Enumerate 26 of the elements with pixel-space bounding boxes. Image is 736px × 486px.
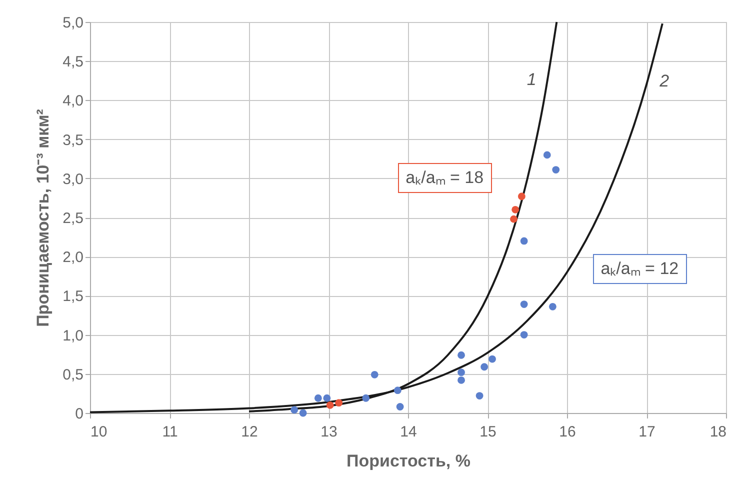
y-tick-label: 1,5 (62, 288, 84, 306)
y-tick-label: 4,0 (62, 92, 84, 110)
series-label: 2 (658, 72, 670, 91)
x-tick-label: 13 (320, 424, 338, 440)
x-tick-label: 10 (90, 424, 108, 440)
x-tick-label: 17 (638, 424, 656, 440)
y-tick-label: 1,0 (62, 327, 84, 344)
y-axis-title: Проницаемость, 10⁻³ мкм² (34, 108, 53, 327)
y-tick-label: 0 (75, 406, 84, 422)
x-axis-title: Пористость, % (346, 452, 470, 470)
text: aₖ/aₘ = 18 (398, 163, 492, 194)
x-tick-label: 11 (162, 424, 178, 440)
y-tick-label: 4,5 (62, 54, 84, 71)
y-tick-label: 0,5 (62, 366, 84, 384)
y-tick-label: 5,0 (62, 14, 84, 32)
y-tick-label: 3,5 (62, 132, 84, 149)
y-tick-label: 2,0 (62, 249, 84, 266)
text: aₖ/aₘ = 12 (592, 254, 687, 284)
x-tick-label: 14 (400, 424, 417, 440)
x-tick-label: 16 (559, 424, 576, 440)
x-tick-label: 15 (480, 424, 496, 440)
x-tick-label: 18 (710, 424, 726, 440)
series-label: 1 (526, 70, 536, 89)
x-tick-label: 12 (241, 424, 258, 440)
y-tick-label: 3,0 (62, 170, 84, 188)
y-tick-label: 2,5 (62, 210, 84, 227)
